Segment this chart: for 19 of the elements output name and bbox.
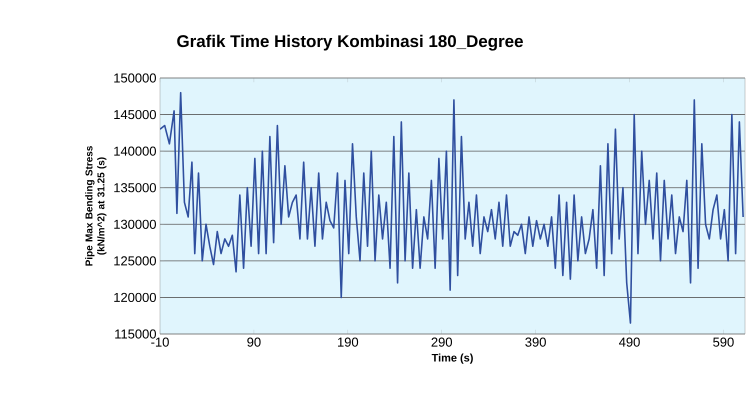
x-axis-title: Time (s) xyxy=(432,354,473,364)
y-tick-label: 145000 xyxy=(114,110,156,120)
y-tick-label: 150000 xyxy=(114,73,156,83)
y-tick-label: 140000 xyxy=(114,146,156,156)
y-tick-label: 125000 xyxy=(114,256,156,266)
y-axis-title: Pipe Max Bending Stress (kN/m^2) at 31.25 (s) xyxy=(85,146,106,266)
x-tick-label: 390 xyxy=(525,338,546,347)
x-tick-label: 590 xyxy=(713,338,734,347)
y-tick-label: 120000 xyxy=(114,292,156,302)
line-series xyxy=(160,92,744,324)
x-tick-label: 190 xyxy=(338,338,358,347)
y-tick-label: 135000 xyxy=(114,183,156,192)
x-tick-label: 90 xyxy=(247,338,261,347)
x-tick-label: -10 xyxy=(151,338,169,347)
y-tick-label: 115000 xyxy=(115,329,156,339)
y-tick-label: 130000 xyxy=(114,220,156,229)
x-tick-label: 490 xyxy=(619,338,640,347)
x-tick-label: 290 xyxy=(432,338,452,347)
chart-title: Grafik Time History Kombinasi 180_Degree xyxy=(177,34,523,51)
